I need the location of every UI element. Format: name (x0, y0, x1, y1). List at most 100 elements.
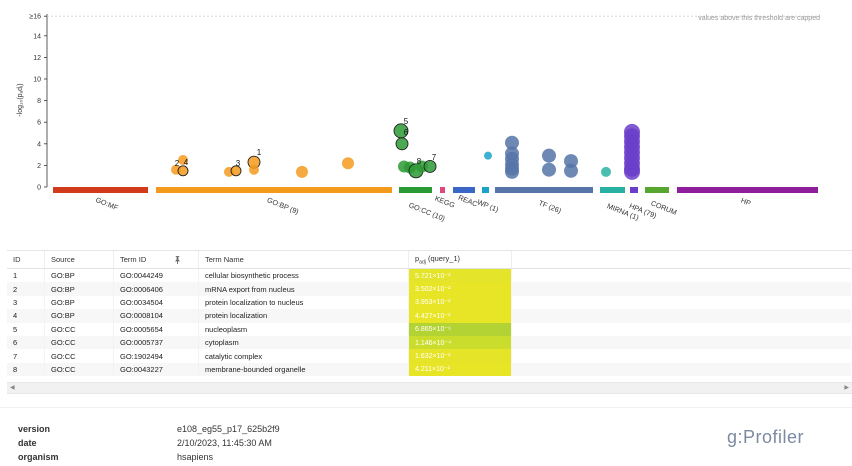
cell-filler (511, 335, 851, 350)
source-bar-go-cc[interactable] (399, 187, 432, 193)
source-label[interactable]: HP (740, 196, 753, 208)
table-row[interactable]: 4 GO:BP GO:0008104 protein localization 4.42… (7, 309, 851, 323)
source-label[interactable]: WP (1) (476, 197, 500, 214)
table-row[interactable]: 2 GO:BP GO:0006406 mRNA export from nucleus… (7, 282, 851, 296)
data-point[interactable] (249, 164, 259, 175)
data-point[interactable] (423, 160, 437, 173)
y-tick-label: 8 (37, 98, 41, 105)
scroll-right-icon[interactable]: ▶ (844, 385, 849, 391)
data-point[interactable] (505, 164, 519, 179)
source-bar-kegg[interactable] (440, 187, 445, 193)
cell-padj: 4.211×10⁻² (408, 362, 512, 377)
source-bar-wp[interactable] (482, 187, 489, 193)
scroll-left-icon[interactable]: ◀ (10, 385, 15, 391)
version-value: e108_eg55_p17_625b2f9 (177, 424, 280, 434)
data-point[interactable] (178, 155, 188, 165)
results-table: ID Source Term ID Term Name padj (query_… (7, 251, 851, 377)
table-row[interactable]: 5 GO:CC GO:0005654 nucleoplasm 6.865×10⁻⁶ (7, 322, 851, 336)
table-row[interactable]: 6 GO:CC GO:0005737 cytoplasm 1.146×10⁻⁴ (7, 335, 851, 350)
cell-id: 3 (7, 295, 45, 310)
cell-term-name: mRNA export from nucleus (198, 282, 409, 296)
source-label[interactable]: REAC (457, 193, 479, 209)
cell-term-id[interactable]: GO:0034504 (113, 295, 199, 310)
col-header-id[interactable]: ID (7, 251, 45, 269)
cell-term-name: membrane-bounded organelle (198, 362, 409, 377)
source-bar-corum[interactable] (645, 187, 669, 193)
data-point[interactable] (542, 162, 556, 177)
col-header-term-name[interactable]: Term Name (198, 251, 409, 269)
col-header-filler (511, 251, 851, 269)
source-label[interactable]: KEGG (434, 194, 457, 210)
col-header-term-id[interactable]: Term ID (113, 251, 199, 269)
data-point[interactable] (505, 135, 519, 150)
highlight-label: 1 (257, 148, 262, 157)
source-bar-reac[interactable] (453, 187, 475, 193)
source-bar-go-mf[interactable] (53, 187, 148, 193)
y-tick-label: 14 (33, 33, 41, 40)
cell-term-id[interactable]: GO:0005737 (113, 335, 199, 350)
date-value: 2/10/2023, 11:45:30 AM (177, 438, 272, 448)
data-point[interactable] (296, 165, 308, 178)
pin-icon[interactable] (174, 256, 181, 264)
cell-padj: 3.953×10⁻² (408, 295, 512, 310)
organism-label: organism (18, 452, 59, 462)
cell-term-id[interactable]: GO:0005654 (113, 322, 199, 336)
gprofiler-logo: g:Profiler (727, 427, 805, 447)
source-bar-mirna[interactable] (600, 187, 625, 193)
cell-id: 5 (7, 322, 45, 336)
cell-term-id[interactable]: GO:0044249 (113, 268, 199, 283)
cell-padj: 1.146×10⁻⁴ (408, 335, 512, 350)
cell-term-id[interactable]: GO:0008104 (113, 309, 199, 323)
cap-threshold-note: values above this threshold are capped (698, 15, 820, 22)
data-point[interactable] (601, 166, 611, 177)
source-bar-tf[interactable] (495, 187, 593, 193)
table-row[interactable]: 1 GO:BP GO:0044249 cellular biosynthetic pr… (7, 268, 851, 283)
table-row[interactable]: 8 GO:CC GO:0043227 membrane-bounded organel… (7, 362, 851, 377)
cell-filler (511, 349, 851, 363)
cell-filler (511, 282, 851, 296)
cell-source: GO:BP (44, 295, 114, 310)
col-header-source[interactable]: Source (44, 251, 114, 269)
source-bar-hpa[interactable] (630, 187, 638, 193)
cell-term-id[interactable]: GO:0043227 (113, 362, 199, 377)
cell-filler (511, 295, 851, 310)
table-row[interactable]: 3 GO:BP GO:0034504 protein localization to … (7, 295, 851, 310)
cell-source: GO:CC (44, 349, 114, 363)
date-label: date (18, 438, 37, 448)
cell-filler (511, 268, 851, 283)
cell-term-name: catalytic complex (198, 349, 409, 363)
col-header-padj[interactable]: padj (query_1) (408, 251, 512, 269)
source-label[interactable]: GO:MF (94, 195, 120, 212)
data-point[interactable] (564, 163, 578, 178)
cell-padj: 3.502×10⁻² (408, 282, 512, 296)
results-table-container: ID Source Term ID Term Name padj (query_… (7, 250, 852, 394)
source-bar-go-bp[interactable] (156, 187, 392, 193)
cell-source: GO:BP (44, 282, 114, 296)
cell-source: GO:CC (44, 322, 114, 336)
y-tick-label: 12 (33, 55, 41, 62)
cell-id: 1 (7, 268, 45, 283)
source-bar-hp[interactable] (677, 187, 818, 193)
data-point[interactable] (484, 151, 492, 160)
source-label[interactable]: TF (26) (537, 198, 562, 215)
y-tick-label: 0 (37, 185, 41, 192)
data-point[interactable] (564, 154, 578, 169)
data-point[interactable] (342, 157, 354, 170)
cell-term-id[interactable]: GO:0006406 (113, 282, 199, 296)
data-point[interactable] (542, 148, 556, 163)
highlight-label: 4 (184, 158, 189, 167)
source-label[interactable]: GO:BP (9) (266, 195, 300, 216)
data-point[interactable] (177, 165, 189, 177)
cell-id: 4 (7, 309, 45, 323)
table-row[interactable]: 7 GO:CC GO:1902494 catalytic complex 1.632×1… (7, 349, 851, 363)
cell-term-id[interactable]: GO:1902494 (113, 349, 199, 363)
data-point[interactable] (395, 137, 409, 151)
divider (0, 407, 852, 408)
data-point[interactable] (624, 163, 640, 180)
cell-source: GO:BP (44, 309, 114, 323)
horizontal-scrollbar[interactable]: ◀ ▶ (7, 382, 852, 393)
cell-term-name: protein localization to nucleus (198, 295, 409, 310)
cell-padj: 1.632×10⁻² (408, 349, 512, 363)
data-point[interactable] (230, 165, 242, 177)
